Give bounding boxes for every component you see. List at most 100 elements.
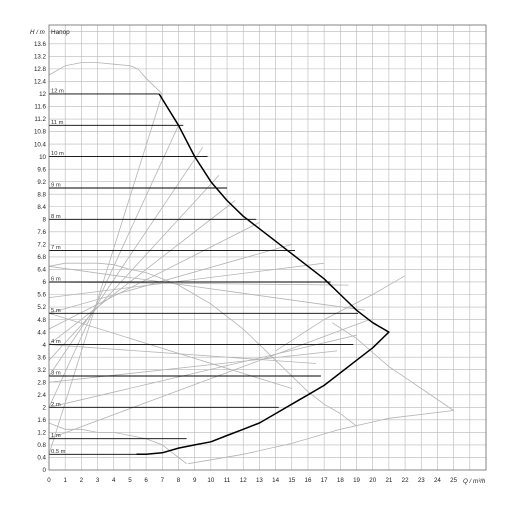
series-label: 1 m: [51, 433, 61, 439]
helper-curve: [48, 262, 357, 427]
y-tick-label: 8: [43, 216, 47, 223]
x-axis-label: Q / m³/h: [463, 478, 486, 485]
y-tick-label: 11.6: [34, 104, 46, 111]
series-lines: [49, 93, 359, 455]
helper-curve: [48, 244, 292, 314]
x-tick-label: 2: [80, 477, 84, 484]
helper-curve: [48, 334, 357, 408]
y-tick-label: 2.8: [37, 379, 46, 386]
y-tick-label: 10: [39, 154, 46, 161]
helper-curve: [48, 422, 187, 465]
helper-curve: [48, 344, 317, 364]
y-tick-label: 10.4: [34, 141, 47, 148]
helper-curve: [48, 62, 163, 95]
x-tick-label: 0: [47, 477, 51, 484]
y-tick-label: 4.8: [37, 317, 46, 324]
x-tick-label: 16: [305, 477, 312, 484]
series-label: 6 m: [51, 276, 61, 282]
x-tick-label: 22: [402, 477, 409, 484]
helper-curve: [48, 265, 365, 311]
helper-curve: [48, 222, 260, 330]
x-tick-label: 6: [144, 477, 148, 484]
x-tick-label: 21: [385, 477, 392, 484]
x-tick-label: 3: [96, 477, 100, 484]
y-tick-label: 5.2: [37, 304, 46, 311]
x-tick-label: 11: [224, 477, 231, 484]
y-tick-label: 1.6: [37, 417, 46, 424]
helper-curve: [188, 410, 454, 465]
x-tick-label: 24: [434, 477, 441, 484]
y-tick-label: 0: [43, 467, 47, 474]
y-tick-label: 1.2: [37, 430, 46, 437]
x-tick-labels: 0 1 2 3 4 5 6 7 8 9 10 11 12 13 14 15 16 17 18 19 20 21 22 23 24…: [47, 477, 457, 484]
series-label: 0.5 m: [51, 449, 66, 455]
x-tick-label: 12: [240, 477, 247, 484]
y-tick-label: 0.8: [37, 442, 46, 449]
helper-curve: [331, 322, 454, 411]
y-tick-label: 9.2: [37, 179, 46, 186]
y-tick-label: 12: [39, 91, 46, 98]
helper-curve: [48, 175, 220, 361]
x-tick-label: 9: [193, 477, 197, 484]
series-label: 3 m: [51, 370, 61, 376]
x-tick-label: 20: [369, 477, 376, 484]
series-label: 7 m: [51, 245, 61, 251]
y-tick-label: 9.6: [37, 166, 46, 173]
x-tick-label: 25: [450, 477, 457, 484]
series-label: 12 m: [51, 88, 64, 94]
y-tick-label: 2: [43, 405, 47, 412]
y-tick-label: 6: [43, 279, 47, 286]
y-tick-label: 3.2: [37, 367, 46, 374]
series-label: 4 m: [51, 339, 61, 345]
x-tick-label: 15: [288, 477, 295, 484]
x-tick-label: 8: [177, 477, 181, 484]
y-tick-label: 12.4: [34, 79, 47, 86]
y-tick-label: 8.8: [37, 191, 46, 198]
grid: [49, 25, 486, 470]
x-tick-label: 19: [353, 477, 360, 484]
y-tick-label: 7.6: [37, 229, 46, 236]
helper-curve: [48, 262, 325, 298]
series-label: 11 m: [51, 120, 64, 126]
y-axis-label: H / m: [30, 29, 45, 36]
y-tick-label: 7.2: [37, 242, 46, 249]
y-tick-label: 11.2: [34, 116, 46, 123]
x-tick-label: 10: [207, 477, 214, 484]
series-label: 5 m: [51, 308, 61, 314]
helper-curve: [48, 350, 338, 383]
y-tick-label: 5.6: [37, 292, 46, 299]
series-labels: 12 m 11 m 10 m 9 m 8 m 7 m 6 m 5 m 4 m 3 m 2 m 1 m 0…: [51, 88, 66, 454]
y-tick-label: 3.6: [37, 354, 46, 361]
y-tick-labels: 0 0.4 0.8 1.2 1.6 2 2.4 2.8 3.2 3.6 4 4.4 4.8 5.2 5.6 6…: [34, 41, 47, 474]
chart-title: Напор: [51, 29, 70, 36]
x-tick-label: 18: [337, 477, 344, 484]
x-tick-label: 1: [63, 477, 67, 484]
x-tick-label: 13: [256, 477, 263, 484]
helper-curves: [48, 62, 454, 465]
x-tick-label: 14: [272, 477, 279, 484]
helper-curve: [275, 275, 406, 352]
y-tick-label: 2.4: [37, 392, 46, 399]
x-tick-label: 7: [161, 477, 165, 484]
helper-curve: [48, 146, 204, 377]
helper-curve: [48, 200, 236, 345]
y-tick-label: 13.6: [34, 41, 47, 48]
y-tick-label: 12.8: [34, 66, 47, 73]
y-tick-label: 4.4: [37, 329, 46, 336]
helper-curve: [48, 125, 179, 408]
helper-curve: [48, 312, 292, 389]
helper-curve: [48, 281, 349, 286]
y-tick-label: 6.4: [37, 267, 46, 274]
series-label: 10 m: [51, 151, 64, 157]
helper-curve: [48, 319, 370, 440]
series-label: 8 m: [51, 214, 61, 220]
y-tick-label: 0.4: [37, 455, 46, 462]
y-tick-label: 4: [43, 342, 47, 349]
series-label: 2 m: [51, 402, 61, 408]
plot-frame: [48, 24, 487, 471]
y-tick-label: 8.4: [37, 204, 46, 211]
series-label: 9 m: [51, 182, 61, 188]
envelope-curve: [136, 93, 390, 456]
max-envelope-line: [136, 93, 390, 456]
